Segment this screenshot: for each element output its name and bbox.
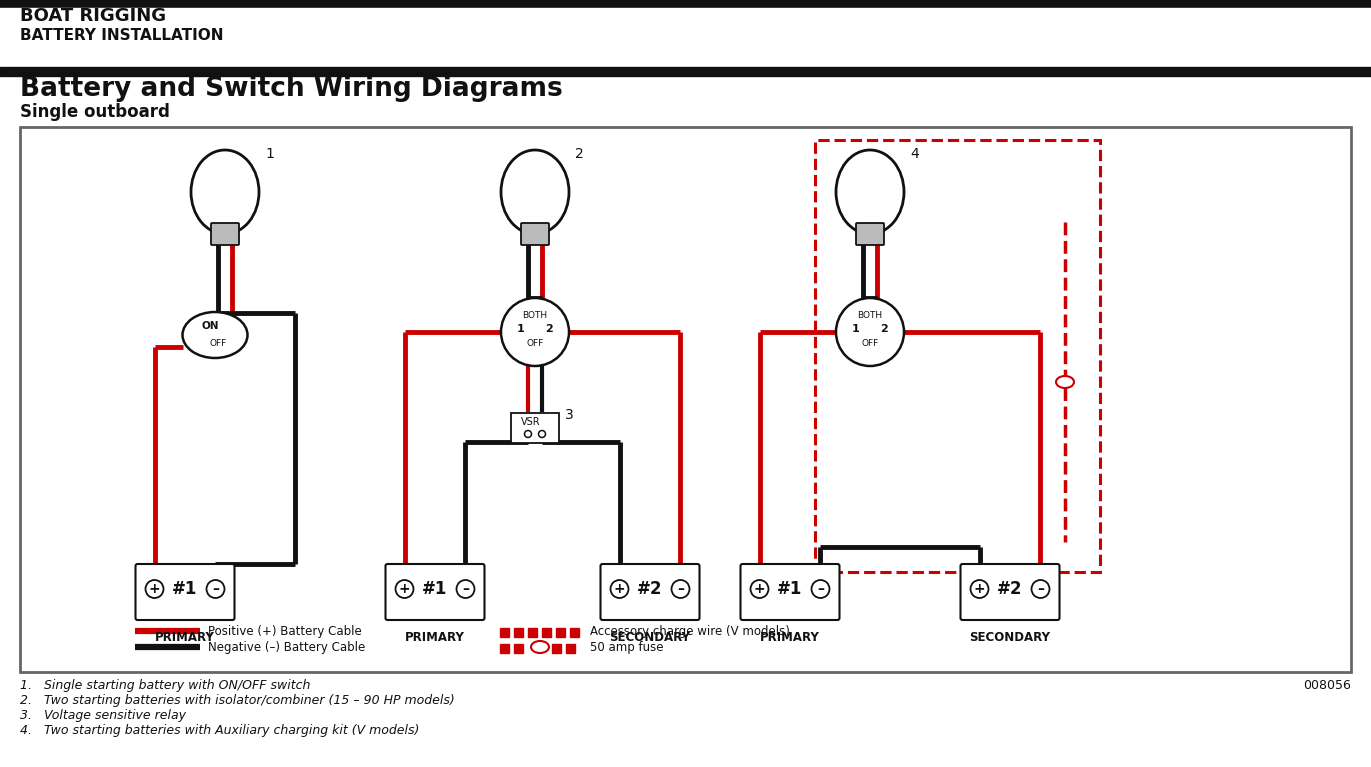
Circle shape (836, 298, 903, 366)
Text: 1: 1 (265, 147, 274, 161)
Text: Negative (–) Battery Cable: Negative (–) Battery Cable (208, 640, 365, 653)
Text: –: – (213, 582, 219, 596)
Bar (500, 644, 509, 653)
Text: OFF: OFF (861, 340, 879, 348)
Text: OFF: OFF (210, 340, 226, 348)
Text: #2: #2 (997, 580, 1023, 598)
Text: Accessory charge wire (V models): Accessory charge wire (V models) (590, 624, 790, 637)
Text: 3: 3 (565, 408, 573, 422)
Ellipse shape (531, 641, 548, 653)
Text: Battery and Switch Wiring Diagrams: Battery and Switch Wiring Diagrams (21, 76, 562, 102)
Text: BATTERY INSTALLATION: BATTERY INSTALLATION (21, 28, 223, 44)
Text: SECONDARY: SECONDARY (610, 631, 691, 644)
FancyBboxPatch shape (740, 564, 839, 620)
Text: 2.   Two starting batteries with isolator/combiner (15 – 90 HP models): 2. Two starting batteries with isolator/… (21, 694, 455, 707)
Bar (553, 644, 561, 653)
Ellipse shape (191, 150, 259, 234)
Text: OFF: OFF (526, 340, 544, 348)
Text: 3.   Voltage sensitive relay: 3. Voltage sensitive relay (21, 709, 186, 722)
Ellipse shape (500, 150, 569, 234)
Text: #1: #1 (173, 580, 197, 598)
Text: 2: 2 (880, 324, 888, 334)
Bar (511, 413, 559, 443)
Text: BOTH: BOTH (857, 311, 883, 321)
Text: +: + (614, 582, 625, 596)
Bar (814, 140, 1100, 572)
Bar (500, 628, 509, 637)
Text: PRIMARY: PRIMARY (155, 631, 215, 644)
FancyBboxPatch shape (521, 223, 548, 245)
Ellipse shape (836, 150, 903, 234)
Text: 4.   Two starting batteries with Auxiliary charging kit (V models): 4. Two starting batteries with Auxiliary… (21, 724, 420, 737)
Bar (570, 628, 579, 637)
Text: –: – (677, 582, 684, 596)
Text: 1: 1 (853, 324, 860, 334)
Text: 4: 4 (910, 147, 919, 161)
Text: #2: #2 (638, 580, 662, 598)
Text: BOAT RIGGING: BOAT RIGGING (21, 7, 166, 25)
Text: –: – (1036, 582, 1043, 596)
Text: Single outboard: Single outboard (21, 103, 170, 121)
Text: +: + (399, 582, 410, 596)
FancyBboxPatch shape (856, 223, 884, 245)
Text: 2: 2 (574, 147, 584, 161)
Bar (514, 628, 522, 637)
Text: 1.   Single starting battery with ON/OFF switch: 1. Single starting battery with ON/OFF s… (21, 679, 310, 692)
Text: –: – (462, 582, 469, 596)
Bar (557, 628, 565, 637)
Text: #1: #1 (777, 580, 802, 598)
FancyBboxPatch shape (385, 564, 484, 620)
FancyBboxPatch shape (211, 223, 239, 245)
Text: 50 amp fuse: 50 amp fuse (590, 640, 664, 653)
Text: VSR: VSR (521, 417, 540, 427)
FancyBboxPatch shape (136, 564, 234, 620)
Text: 2: 2 (546, 324, 553, 334)
Text: BOTH: BOTH (522, 311, 547, 321)
Bar (528, 628, 537, 637)
Ellipse shape (182, 312, 248, 358)
Ellipse shape (1056, 376, 1073, 388)
Bar (566, 644, 574, 653)
Text: 1: 1 (517, 324, 525, 334)
Text: #1: #1 (422, 580, 448, 598)
Bar (21, 127, 1350, 672)
Bar (514, 644, 522, 653)
Text: Positive (+) Battery Cable: Positive (+) Battery Cable (208, 624, 362, 637)
Text: 008056: 008056 (1302, 679, 1350, 692)
Text: +: + (973, 582, 986, 596)
Text: +: + (148, 582, 160, 596)
Circle shape (500, 298, 569, 366)
Text: ON: ON (202, 321, 219, 331)
Text: +: + (754, 582, 765, 596)
FancyBboxPatch shape (600, 564, 699, 620)
Bar (542, 628, 551, 637)
Text: –: – (817, 582, 824, 596)
Text: PRIMARY: PRIMARY (404, 631, 465, 644)
Text: SECONDARY: SECONDARY (969, 631, 1050, 644)
FancyBboxPatch shape (961, 564, 1060, 620)
Text: PRIMARY: PRIMARY (760, 631, 820, 644)
